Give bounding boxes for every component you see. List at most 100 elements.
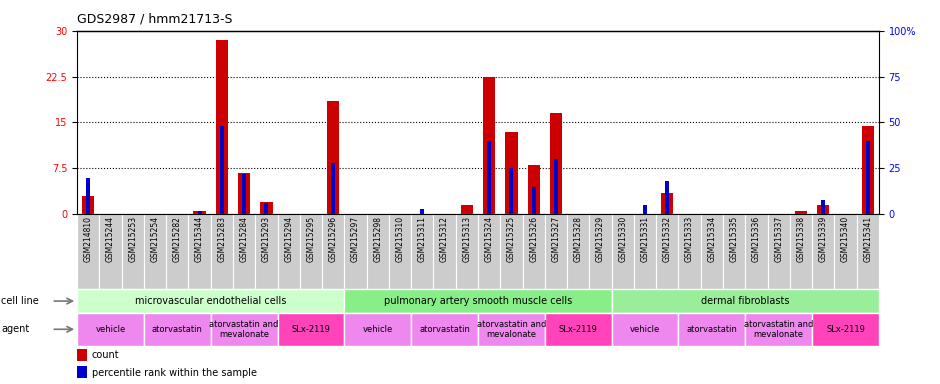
Text: percentile rank within the sample: percentile rank within the sample	[91, 367, 257, 377]
Bar	[478, 313, 545, 346]
Bar	[256, 214, 277, 289]
Text: GSM215310: GSM215310	[396, 216, 404, 262]
Text: vehicle: vehicle	[95, 325, 126, 334]
Text: GSM215293: GSM215293	[262, 216, 271, 262]
Bar	[500, 214, 523, 289]
Text: GSM215340: GSM215340	[841, 216, 850, 262]
Bar	[211, 313, 277, 346]
Text: count: count	[91, 350, 119, 360]
Text: GSM215333: GSM215333	[685, 216, 694, 262]
Text: GSM215327: GSM215327	[552, 216, 560, 262]
Bar	[527, 166, 540, 214]
Text: GSM215282: GSM215282	[173, 216, 181, 262]
Text: GSM215336: GSM215336	[752, 216, 760, 262]
Bar	[243, 174, 246, 214]
Bar	[822, 200, 825, 214]
Text: GSM215334: GSM215334	[708, 216, 716, 262]
Text: vehicle: vehicle	[630, 325, 660, 334]
Bar	[433, 214, 456, 289]
Bar	[77, 289, 344, 313]
Text: SLx-2119: SLx-2119	[826, 325, 865, 334]
Bar	[277, 313, 344, 346]
Bar	[188, 214, 211, 289]
Bar	[215, 40, 228, 214]
Text: GSM215326: GSM215326	[529, 216, 539, 262]
Text: GSM215337: GSM215337	[775, 216, 783, 262]
Bar	[82, 196, 94, 214]
Bar	[344, 289, 612, 313]
Text: GSM215296: GSM215296	[329, 216, 337, 262]
Text: atorvastatin: atorvastatin	[419, 325, 470, 334]
Bar	[233, 214, 256, 289]
Text: GSM215311: GSM215311	[417, 216, 427, 262]
Bar	[238, 173, 250, 214]
Bar	[567, 214, 589, 289]
Bar	[411, 313, 478, 346]
Bar	[745, 214, 768, 289]
Bar	[612, 214, 634, 289]
Text: atorvastatin: atorvastatin	[686, 325, 737, 334]
Bar	[260, 202, 273, 214]
Bar	[194, 211, 206, 214]
Bar	[862, 126, 874, 214]
Bar	[768, 214, 790, 289]
Bar	[461, 205, 473, 214]
Text: GSM215294: GSM215294	[284, 216, 293, 262]
Bar	[211, 214, 233, 289]
Bar	[679, 313, 745, 346]
Bar	[220, 126, 224, 214]
Bar	[327, 101, 339, 214]
Bar	[790, 214, 812, 289]
Text: GSM215339: GSM215339	[819, 216, 828, 262]
Bar	[866, 141, 870, 214]
Text: GSM215332: GSM215332	[663, 216, 672, 262]
Text: GDS2987 / hmm21713-S: GDS2987 / hmm21713-S	[77, 13, 232, 26]
Text: atorvastatin and
mevalonate: atorvastatin and mevalonate	[744, 319, 813, 339]
Bar	[643, 205, 647, 214]
Bar	[344, 214, 367, 289]
Bar	[554, 159, 558, 214]
Text: agent: agent	[1, 324, 29, 334]
Text: GSM215330: GSM215330	[619, 216, 627, 262]
Text: GSM215312: GSM215312	[440, 216, 449, 262]
Text: GSM215313: GSM215313	[462, 216, 471, 262]
Bar	[795, 211, 807, 214]
Text: GSM215344: GSM215344	[196, 216, 204, 262]
Bar	[856, 214, 879, 289]
Bar	[483, 76, 495, 214]
Text: GSM215328: GSM215328	[573, 216, 583, 262]
Text: SLx-2119: SLx-2119	[291, 325, 330, 334]
Bar	[100, 214, 121, 289]
Bar	[77, 313, 144, 346]
Bar	[420, 209, 424, 214]
Bar	[634, 214, 656, 289]
Text: GSM215331: GSM215331	[640, 216, 650, 262]
Bar	[532, 187, 536, 214]
Text: vehicle: vehicle	[363, 325, 393, 334]
Bar	[723, 214, 745, 289]
Bar	[612, 289, 879, 313]
Bar	[487, 141, 491, 214]
Text: GSM215253: GSM215253	[128, 216, 137, 262]
Text: GSM215298: GSM215298	[373, 216, 383, 262]
Bar	[166, 214, 188, 289]
Text: atorvastatin and
mevalonate: atorvastatin and mevalonate	[210, 319, 279, 339]
Bar	[589, 214, 612, 289]
Text: atorvastatin: atorvastatin	[152, 325, 203, 334]
Text: GSM215254: GSM215254	[150, 216, 160, 262]
Bar	[197, 210, 201, 214]
Bar	[745, 313, 812, 346]
Text: GSM215338: GSM215338	[796, 216, 806, 262]
Text: GSM215283: GSM215283	[217, 216, 227, 262]
Text: microvascular endothelial cells: microvascular endothelial cells	[135, 296, 287, 306]
Bar	[367, 214, 389, 289]
Bar	[331, 163, 336, 214]
Bar	[86, 177, 90, 214]
Bar	[411, 214, 433, 289]
Bar	[344, 313, 411, 346]
Bar	[679, 214, 700, 289]
Bar	[77, 366, 86, 379]
Bar	[506, 132, 518, 214]
Bar	[835, 214, 856, 289]
Bar	[656, 214, 679, 289]
